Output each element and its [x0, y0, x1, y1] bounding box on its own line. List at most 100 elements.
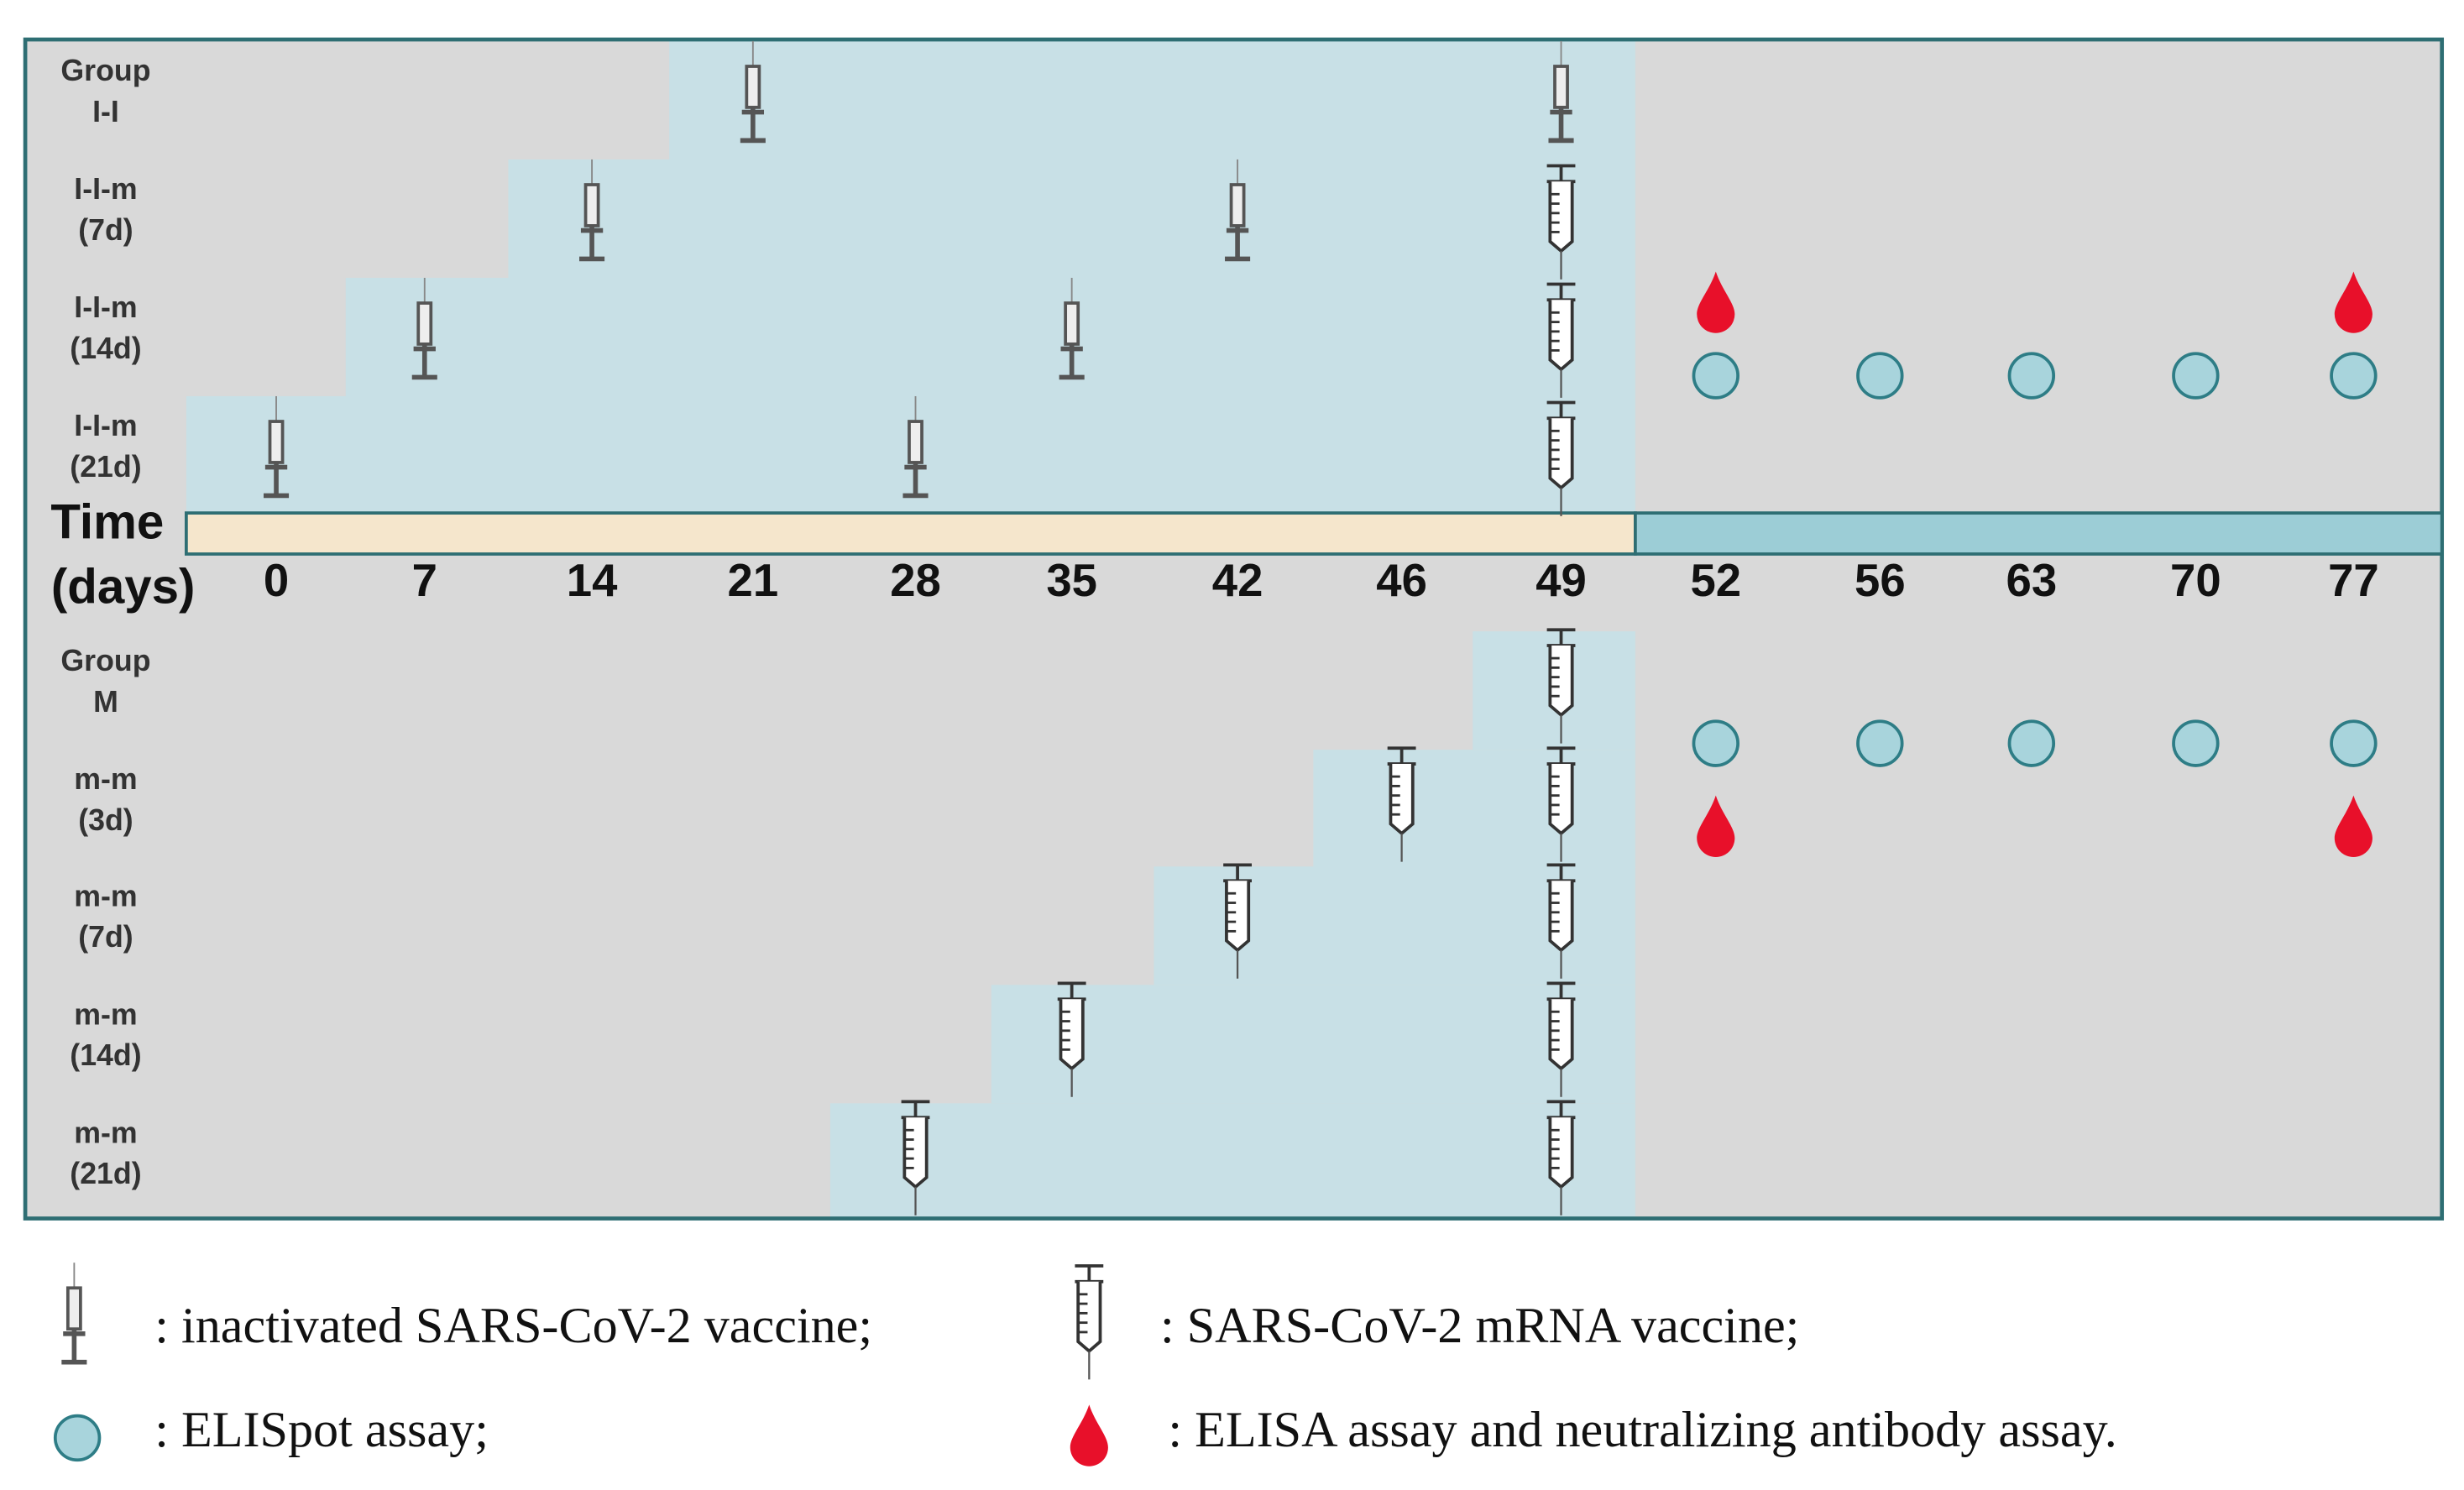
group-label: (14d) [70, 1038, 141, 1072]
barrel [268, 420, 285, 464]
mrna-syringe [1387, 746, 1416, 862]
barrel [908, 420, 923, 464]
elispot-marker [1692, 352, 1739, 400]
barrel [65, 1286, 82, 1331]
time-tick: 14 [567, 555, 618, 606]
barrel [1059, 999, 1085, 1071]
time-tick: 52 [1690, 555, 1741, 606]
vaccination-region [829, 1103, 1635, 1217]
time-tick: 77 [2328, 555, 2379, 606]
legend-text: : ELISpot assay; [154, 1402, 489, 1458]
legend-text: : ELISA assay and neutralizing antibody … [1168, 1402, 2116, 1458]
inactivated-syringe [740, 40, 766, 144]
time-tick: 21 [728, 555, 779, 606]
elisa-marker [2334, 795, 2372, 857]
inactivated-syringe [1059, 277, 1085, 380]
legend-text: : inactivated SARS-CoV-2 vaccine; [154, 1298, 872, 1354]
group-label: (21d) [70, 450, 141, 484]
group-label: m-m [74, 997, 137, 1031]
elispot-marker [2172, 352, 2220, 400]
mrna-syringe [1546, 1100, 1576, 1216]
group-label: I-I [92, 95, 119, 128]
inactivated-syringe [411, 277, 437, 380]
barrel [902, 1117, 929, 1189]
barrel [1548, 1117, 1574, 1189]
elisa-marker [1697, 271, 1735, 333]
time-bar-vaccination [184, 511, 1637, 556]
time-tick: 35 [1046, 555, 1097, 606]
time-title: (days) [51, 560, 196, 614]
inactivated-syringe [61, 1263, 87, 1365]
vaccination-region [991, 985, 1635, 1104]
inactivated-syringe [579, 159, 605, 262]
mrna-syringe [1223, 863, 1253, 979]
group-label: (3d) [78, 803, 133, 837]
time-tick: 49 [1535, 555, 1587, 606]
inactivated-syringe [1548, 40, 1574, 144]
elispot-marker [1856, 719, 1904, 767]
vaccination-region [1313, 750, 1635, 869]
inactivated-syringe [902, 395, 929, 499]
mrna-syringe [1546, 400, 1576, 516]
inactivated-syringe [1225, 159, 1251, 262]
mrna-syringe [1075, 1264, 1104, 1380]
elispot-marker [2007, 719, 2056, 767]
group-label: m-m [74, 879, 137, 912]
group-label: Group [60, 54, 150, 87]
elisa-marker [1697, 795, 1735, 857]
elisa-marker [2334, 271, 2372, 333]
mrna-syringe [1546, 164, 1576, 280]
time-bar-followup [1634, 511, 2444, 556]
vaccination-region [508, 159, 1635, 278]
barrel [1548, 881, 1574, 953]
elispot-marker [2172, 719, 2220, 767]
time-tick: 0 [264, 555, 289, 606]
barrel [1553, 65, 1569, 109]
elispot-marker [2330, 352, 2378, 400]
barrel [1548, 300, 1574, 372]
barrel [1229, 183, 1246, 227]
barrel [1548, 646, 1574, 718]
group-label: (21d) [70, 1157, 141, 1190]
elispot-marker [1692, 719, 1739, 767]
marks [53, 40, 2378, 1466]
group-label: m-m [74, 762, 137, 796]
group-label: (7d) [78, 213, 133, 247]
time-tick: 42 [1212, 555, 1263, 606]
vaccination-region [345, 277, 1635, 396]
mrna-syringe [1546, 282, 1576, 398]
barrel [416, 301, 433, 346]
barrel [1548, 999, 1574, 1071]
barrel [1225, 881, 1251, 953]
vaccination-region [669, 40, 1635, 159]
frame [23, 37, 2445, 1221]
mrna-syringe [1546, 628, 1576, 744]
group-label: I-I-m [74, 290, 137, 324]
time-tick: 63 [2006, 555, 2058, 606]
group-label: I-I-m [74, 172, 137, 206]
elispot-marker [53, 1414, 102, 1462]
barrel [745, 65, 761, 109]
time-tick: 28 [890, 555, 941, 606]
time-tick: 70 [2170, 555, 2221, 606]
barrel [1389, 764, 1415, 836]
group-label: (14d) [70, 332, 141, 365]
barrel [583, 183, 600, 227]
mrna-syringe [1057, 981, 1086, 1097]
group-label: M [93, 685, 118, 719]
inactivated-syringe [263, 395, 290, 499]
barrel [1076, 1281, 1102, 1353]
group-label: Group [60, 644, 150, 677]
legend-text: : SARS-CoV-2 mRNA vaccine; [1160, 1298, 1799, 1354]
elisa-marker [1070, 1404, 1108, 1466]
time-tick: 46 [1376, 555, 1427, 606]
mrna-syringe [1546, 746, 1576, 862]
time-tick: 7 [412, 555, 437, 606]
mrna-syringe [1546, 863, 1576, 979]
group-label: I-I-m [74, 409, 137, 442]
barrel [1548, 418, 1574, 490]
group-label: (7d) [78, 920, 133, 954]
barrel [1548, 764, 1574, 836]
group-label: m-m [74, 1116, 137, 1149]
